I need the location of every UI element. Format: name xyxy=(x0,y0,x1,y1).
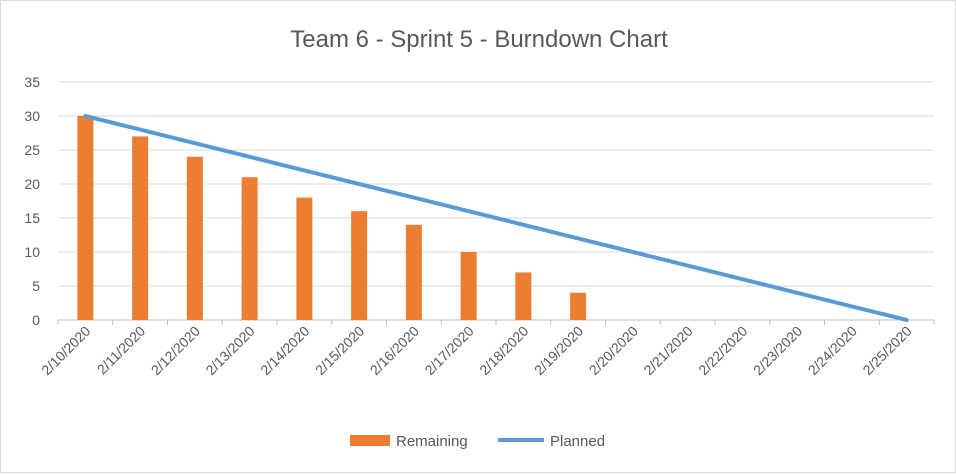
legend-swatch-remaining xyxy=(350,435,390,446)
x-tick-label: 2/23/2020 xyxy=(750,323,806,379)
x-tick-label: 2/17/2020 xyxy=(421,323,477,379)
y-tick-label: 25 xyxy=(24,142,40,158)
y-tick-label: 0 xyxy=(32,312,40,328)
legend-label-planned: Planned xyxy=(550,433,605,450)
x-tick-label: 2/20/2020 xyxy=(586,323,642,379)
x-tick-label: 2/16/2020 xyxy=(367,323,423,379)
x-tick-label: 2/24/2020 xyxy=(805,323,861,379)
x-tick-label: 2/10/2020 xyxy=(38,323,94,379)
x-tick-label: 2/15/2020 xyxy=(312,323,368,379)
y-tick-label: 15 xyxy=(24,210,40,226)
y-tick-label: 35 xyxy=(24,74,40,90)
x-tick-label: 2/12/2020 xyxy=(148,323,204,379)
bar-remaining xyxy=(187,157,203,320)
y-tick-label: 10 xyxy=(24,244,40,260)
y-tick-label: 5 xyxy=(32,278,40,294)
bar-remaining xyxy=(461,252,477,320)
bar-remaining xyxy=(77,116,93,320)
bar-remaining xyxy=(406,225,422,320)
legend-label-remaining: Remaining xyxy=(396,433,468,450)
x-tick-label: 2/19/2020 xyxy=(531,323,587,379)
bar-remaining xyxy=(570,293,586,320)
bar-remaining xyxy=(132,136,148,320)
x-tick-label: 2/13/2020 xyxy=(202,323,258,379)
x-tick-label: 2/14/2020 xyxy=(257,323,313,379)
bar-remaining xyxy=(296,198,312,320)
x-tick-label: 2/22/2020 xyxy=(695,323,751,379)
y-tick-label: 30 xyxy=(24,108,40,124)
y-tick-label: 20 xyxy=(24,176,40,192)
bar-remaining xyxy=(515,272,531,320)
bar-remaining xyxy=(242,177,258,320)
bar-remaining xyxy=(351,211,367,320)
y-axis-ticks: 0 5 10 15 20 25 30 35 xyxy=(24,74,40,328)
x-tick-label: 2/21/2020 xyxy=(640,323,696,379)
x-tick-label: 2/18/2020 xyxy=(476,323,532,379)
x-tick-label: 2/11/2020 xyxy=(94,323,149,378)
x-tick-label: 2/25/2020 xyxy=(859,323,915,379)
legend: Remaining Planned xyxy=(350,433,605,450)
chart-title: Team 6 - Sprint 5 - Burndown Chart xyxy=(290,26,668,53)
